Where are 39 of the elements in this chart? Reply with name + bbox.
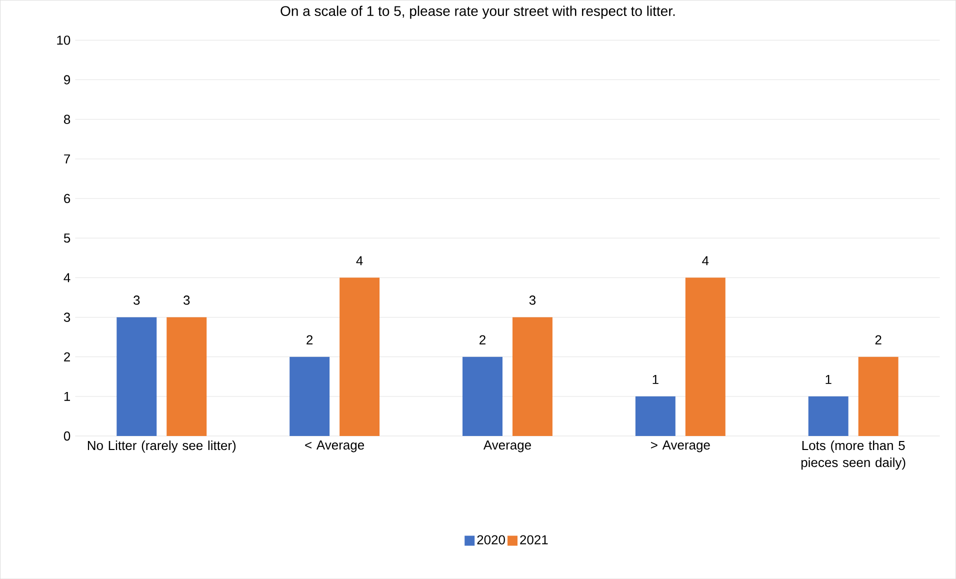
y-tick-label: 2 [64, 352, 70, 362]
y-tick-label: 0 [64, 431, 70, 441]
bar [635, 396, 676, 436]
y-tick-label: 9 [64, 75, 70, 84]
y-tick-label: 4 [64, 273, 70, 282]
data-label: 2 [875, 335, 882, 344]
data-label: 1 [652, 374, 658, 384]
legend-label: 2021 [520, 535, 548, 544]
x-tick-label: Average [483, 440, 531, 452]
bar [512, 317, 552, 436]
chart-title: On a scale of 1 to 5, please rate your street with respect to litter. [280, 6, 675, 19]
bar [858, 356, 898, 436]
y-tick-label: 5 [64, 233, 70, 243]
data-label: 2 [306, 335, 313, 344]
bar [116, 317, 157, 436]
legend-label: 2020 [477, 535, 505, 544]
data-label: 4 [356, 256, 363, 266]
bar [340, 278, 380, 436]
bar [166, 317, 207, 436]
y-tick-label: 6 [64, 194, 70, 204]
y-tick-label: 1 [64, 392, 70, 401]
bar [808, 396, 848, 436]
data-label: 2 [480, 335, 486, 344]
x-tick-label: No Litter (rarely see litter) [88, 440, 236, 453]
x-tick-label: < Average [305, 440, 364, 452]
data-label: 3 [134, 295, 140, 305]
x-tick-label: > Average [651, 440, 710, 452]
data-label: 1 [826, 374, 832, 384]
y-tick-label: 10 [57, 36, 70, 45]
y-tick-label: 3 [64, 312, 70, 322]
data-label: 3 [184, 295, 190, 305]
y-tick-label: 8 [64, 114, 70, 124]
bar [290, 356, 330, 436]
y-tick-label: 7 [64, 154, 70, 164]
bar [462, 356, 502, 436]
bar [685, 278, 726, 436]
data-label: 3 [529, 295, 536, 305]
data-label: 4 [702, 256, 709, 266]
x-tick-label: Lots (more than 5 pieces seen daily) [801, 440, 906, 470]
